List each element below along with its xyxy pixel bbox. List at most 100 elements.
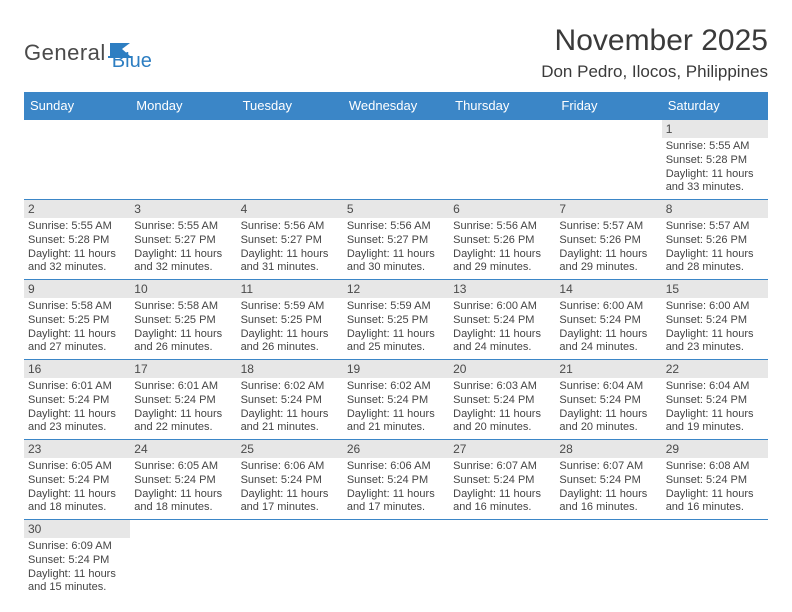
detail-line: Sunrise: 6:02 AM xyxy=(347,380,445,394)
detail-line: Sunrise: 5:58 AM xyxy=(28,300,126,314)
day-details: Sunrise: 5:57 AMSunset: 5:26 PMDaylight:… xyxy=(555,218,661,279)
day-cell: 10Sunrise: 5:58 AMSunset: 5:25 PMDayligh… xyxy=(130,280,236,360)
detail-line: Sunset: 5:24 PM xyxy=(347,394,445,408)
detail-line: Sunrise: 6:08 AM xyxy=(666,460,764,474)
header: General Blue November 2025 Don Pedro, Il… xyxy=(24,24,768,82)
day-cell: 18Sunrise: 6:02 AMSunset: 5:24 PMDayligh… xyxy=(237,360,343,440)
day-cell: 17Sunrise: 6:01 AMSunset: 5:24 PMDayligh… xyxy=(130,360,236,440)
day-cell: 19Sunrise: 6:02 AMSunset: 5:24 PMDayligh… xyxy=(343,360,449,440)
day-number: 4 xyxy=(237,200,343,218)
logo-word1: General xyxy=(24,40,106,66)
logo: General Blue xyxy=(24,24,152,73)
empty-cell xyxy=(24,120,130,200)
detail-line: Sunrise: 6:07 AM xyxy=(453,460,551,474)
day-cell: 21Sunrise: 6:04 AMSunset: 5:24 PMDayligh… xyxy=(555,360,661,440)
detail-line: Daylight: 11 hours xyxy=(559,248,657,262)
empty-cell xyxy=(343,120,449,200)
detail-line: Daylight: 11 hours xyxy=(666,328,764,342)
empty-cell xyxy=(555,520,661,600)
day-number: 16 xyxy=(24,360,130,378)
day-details: Sunrise: 5:56 AMSunset: 5:26 PMDaylight:… xyxy=(449,218,555,279)
day-number: 18 xyxy=(237,360,343,378)
day-details: Sunrise: 6:02 AMSunset: 5:24 PMDaylight:… xyxy=(237,378,343,439)
detail-line: Sunrise: 6:07 AM xyxy=(559,460,657,474)
day-details: Sunrise: 6:00 AMSunset: 5:24 PMDaylight:… xyxy=(449,298,555,359)
day-header-mon: Monday xyxy=(130,92,236,120)
day-number: 28 xyxy=(555,440,661,458)
detail-line: Daylight: 11 hours xyxy=(28,248,126,262)
day-number: 29 xyxy=(662,440,768,458)
day-number: 5 xyxy=(343,200,449,218)
day-details: Sunrise: 6:05 AMSunset: 5:24 PMDaylight:… xyxy=(130,458,236,519)
detail-line: Sunrise: 6:00 AM xyxy=(453,300,551,314)
detail-line: Sunset: 5:26 PM xyxy=(666,234,764,248)
detail-line: Sunrise: 6:09 AM xyxy=(28,540,126,554)
detail-line: Sunrise: 5:55 AM xyxy=(134,220,232,234)
day-details: Sunrise: 6:06 AMSunset: 5:24 PMDaylight:… xyxy=(237,458,343,519)
day-cell: 22Sunrise: 6:04 AMSunset: 5:24 PMDayligh… xyxy=(662,360,768,440)
detail-line: Sunset: 5:24 PM xyxy=(453,394,551,408)
detail-line: Daylight: 11 hours xyxy=(453,408,551,422)
detail-line: Sunset: 5:26 PM xyxy=(559,234,657,248)
empty-cell xyxy=(662,520,768,600)
day-details: Sunrise: 6:07 AMSunset: 5:24 PMDaylight:… xyxy=(449,458,555,519)
day-cell: 3Sunrise: 5:55 AMSunset: 5:27 PMDaylight… xyxy=(130,200,236,280)
day-details: Sunrise: 6:07 AMSunset: 5:24 PMDaylight:… xyxy=(555,458,661,519)
empty-cell xyxy=(555,120,661,200)
day-cell: 5Sunrise: 5:56 AMSunset: 5:27 PMDaylight… xyxy=(343,200,449,280)
detail-line: Daylight: 11 hours xyxy=(241,488,339,502)
day-number: 8 xyxy=(662,200,768,218)
detail-line: Sunset: 5:24 PM xyxy=(559,474,657,488)
day-cell: 27Sunrise: 6:07 AMSunset: 5:24 PMDayligh… xyxy=(449,440,555,520)
detail-line: Sunset: 5:24 PM xyxy=(134,394,232,408)
detail-line: and 29 minutes. xyxy=(453,261,551,275)
detail-line: Sunset: 5:26 PM xyxy=(453,234,551,248)
detail-line: Sunset: 5:24 PM xyxy=(241,474,339,488)
day-cell: 12Sunrise: 5:59 AMSunset: 5:25 PMDayligh… xyxy=(343,280,449,360)
detail-line: Sunset: 5:27 PM xyxy=(134,234,232,248)
detail-line: Daylight: 11 hours xyxy=(347,248,445,262)
detail-line: and 20 minutes. xyxy=(453,421,551,435)
day-number: 23 xyxy=(24,440,130,458)
detail-line: Sunset: 5:27 PM xyxy=(347,234,445,248)
detail-line: Daylight: 11 hours xyxy=(28,328,126,342)
detail-line: Daylight: 11 hours xyxy=(28,568,126,582)
day-number: 3 xyxy=(130,200,236,218)
day-details: Sunrise: 5:57 AMSunset: 5:26 PMDaylight:… xyxy=(662,218,768,279)
day-cell: 23Sunrise: 6:05 AMSunset: 5:24 PMDayligh… xyxy=(24,440,130,520)
calendar-table: Sunday Monday Tuesday Wednesday Thursday… xyxy=(24,92,768,599)
detail-line: Sunrise: 6:03 AM xyxy=(453,380,551,394)
day-number: 20 xyxy=(449,360,555,378)
day-details: Sunrise: 5:55 AMSunset: 5:28 PMDaylight:… xyxy=(24,218,130,279)
day-number: 19 xyxy=(343,360,449,378)
detail-line: Sunrise: 6:04 AM xyxy=(666,380,764,394)
detail-line: Daylight: 11 hours xyxy=(559,488,657,502)
detail-line: Sunset: 5:24 PM xyxy=(559,314,657,328)
detail-line: Daylight: 11 hours xyxy=(666,168,764,182)
detail-line: Daylight: 11 hours xyxy=(134,328,232,342)
day-number: 30 xyxy=(24,520,130,538)
detail-line: Daylight: 11 hours xyxy=(241,408,339,422)
day-number: 24 xyxy=(130,440,236,458)
detail-line: and 30 minutes. xyxy=(347,261,445,275)
detail-line: Sunrise: 6:05 AM xyxy=(134,460,232,474)
day-details: Sunrise: 6:00 AMSunset: 5:24 PMDaylight:… xyxy=(662,298,768,359)
detail-line: Sunset: 5:25 PM xyxy=(28,314,126,328)
day-number: 21 xyxy=(555,360,661,378)
day-details: Sunrise: 6:08 AMSunset: 5:24 PMDaylight:… xyxy=(662,458,768,519)
location: Don Pedro, Ilocos, Philippines xyxy=(541,62,768,82)
week-row: 16Sunrise: 6:01 AMSunset: 5:24 PMDayligh… xyxy=(24,360,768,440)
detail-line: Sunrise: 5:56 AM xyxy=(241,220,339,234)
week-row: 1Sunrise: 5:55 AMSunset: 5:28 PMDaylight… xyxy=(24,120,768,200)
detail-line: Sunrise: 6:00 AM xyxy=(666,300,764,314)
day-details: Sunrise: 6:01 AMSunset: 5:24 PMDaylight:… xyxy=(130,378,236,439)
day-number: 22 xyxy=(662,360,768,378)
month-title: November 2025 xyxy=(541,24,768,58)
day-number: 6 xyxy=(449,200,555,218)
empty-cell xyxy=(449,120,555,200)
detail-line: Sunrise: 5:55 AM xyxy=(666,140,764,154)
detail-line: Sunrise: 5:57 AM xyxy=(559,220,657,234)
day-header-row: Sunday Monday Tuesday Wednesday Thursday… xyxy=(24,92,768,120)
empty-cell xyxy=(343,520,449,600)
detail-line: and 24 minutes. xyxy=(559,341,657,355)
